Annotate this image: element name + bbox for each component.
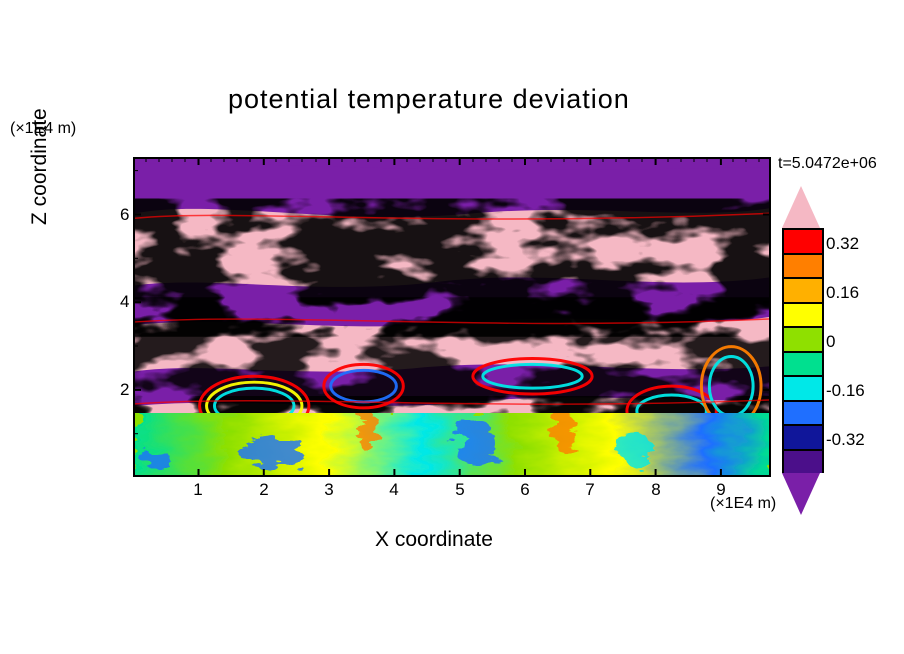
x-tick-9: 9 [716,480,725,500]
colorbar-label-016: 0.16 [826,283,859,303]
y-tick-4: 4 [120,292,129,312]
cb-seg-blue [784,400,822,425]
x-tick-8: 8 [651,480,660,500]
x-tick-7: 7 [585,480,594,500]
x-axis-label: X coordinate [375,528,493,552]
chart-title: potential temperature deviation [228,84,630,115]
cb-seg-darkpurple [784,449,822,474]
colorbar-label-0: 0 [826,332,835,352]
colorbar-top-arrow [782,186,820,228]
cb-seg-red [784,228,822,253]
x-tick-6: 6 [520,480,529,500]
x-tick-1: 1 [193,480,202,500]
y-tick-6: 6 [120,205,129,225]
cb-seg-yellowgreen [784,326,822,351]
x-tick-4: 4 [389,480,398,500]
colorbar[interactable] [782,186,820,515]
colorbar-label-neg016: -0.16 [826,381,865,401]
y-axis-label: Z coordinate [28,108,52,225]
colorbar-label-neg032: -0.32 [826,430,865,450]
cb-seg-cyan [784,375,822,400]
time-annotation: t=5.0472e+06 [778,155,877,173]
cb-seg-darkblue [784,424,822,449]
cb-seg-teal [784,351,822,376]
colorbar-bottom-arrow [782,473,820,515]
x-tick-3: 3 [324,480,333,500]
cb-seg-orange [784,253,822,278]
chart-root: potential temperature deviation (×1E4 m)… [0,0,904,654]
contour-plot-area[interactable] [133,157,771,477]
x-tick-5: 5 [455,480,464,500]
cb-seg-yellow [784,302,822,327]
colorbar-segments [782,228,824,473]
cb-seg-lightorange [784,277,822,302]
turbulent-bottom-svg [135,413,771,477]
x-tick-2: 2 [259,480,268,500]
y-tick-2: 2 [120,380,129,400]
colorbar-label-032: 0.32 [826,234,859,254]
